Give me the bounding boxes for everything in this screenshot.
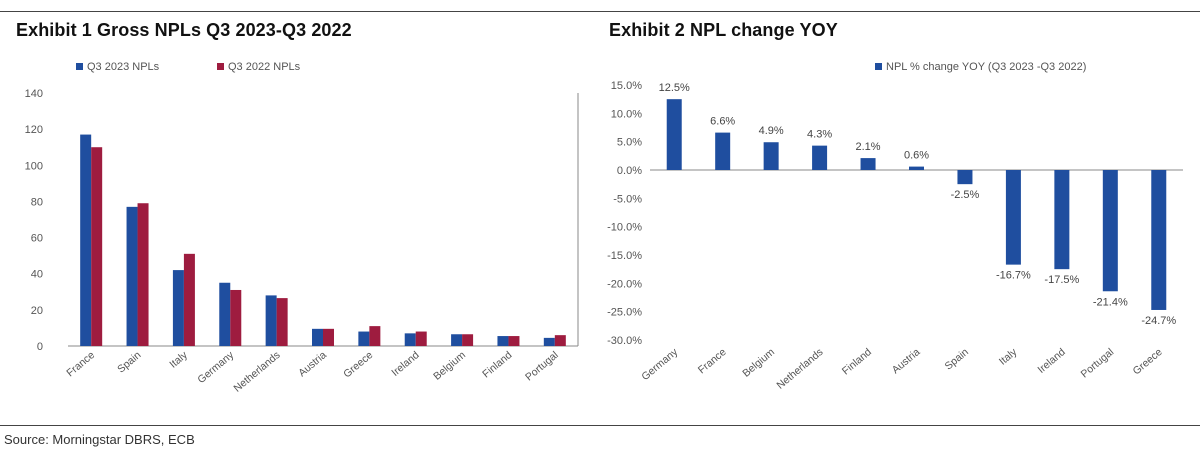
x-tick-label: France	[64, 349, 97, 379]
x-tick-label: Germany	[195, 349, 236, 386]
y-tick-label: 10.0%	[611, 108, 642, 120]
bar	[276, 298, 288, 346]
bar	[415, 331, 427, 346]
y-tick-label: 5.0%	[617, 137, 642, 149]
data-label: 4.9%	[759, 125, 784, 137]
x-tick-label: Austria	[890, 346, 923, 376]
bar	[1151, 170, 1167, 310]
x-tick-label: France	[696, 346, 729, 376]
x-tick-label: Belgium	[740, 346, 777, 380]
x-tick-label: Greece	[1131, 346, 1165, 377]
bar	[451, 334, 463, 346]
bar	[462, 334, 474, 346]
exhibit2-chart: 15.0% 10.0% 5.0% 0.0% -5.0% -10.0% -15.0% -20.0…	[607, 61, 1183, 392]
bar	[358, 331, 370, 346]
bar	[91, 147, 103, 346]
legend-swatch	[875, 63, 882, 70]
y-tick-label: 40	[31, 269, 43, 281]
bar	[369, 326, 381, 346]
bar	[265, 295, 277, 346]
y-tick-label: 100	[25, 160, 43, 172]
data-label: 2.1%	[856, 141, 881, 153]
data-label: -21.4%	[1093, 296, 1128, 308]
y-tick-label: -10.0%	[607, 222, 642, 234]
x-tick-label: Italy	[997, 346, 1020, 368]
bar	[508, 336, 520, 346]
x-tick-label: Germany	[639, 346, 680, 383]
data-label: -16.7%	[996, 270, 1031, 282]
legend-label: Q3 2022 NPLs	[228, 61, 301, 73]
data-label: -17.5%	[1044, 274, 1079, 286]
bar	[763, 142, 779, 170]
legend-swatch	[76, 63, 83, 70]
y-tick-label: 120	[25, 124, 43, 136]
bar	[909, 166, 924, 170]
y-tick-label: -30.0%	[607, 335, 642, 347]
bar	[312, 328, 323, 346]
bar	[812, 145, 828, 170]
x-tick-label: Netherlands	[774, 346, 825, 392]
data-label: 4.3%	[807, 129, 832, 141]
source-note: Source: Morningstar DBRS, ECB	[4, 432, 195, 447]
y-tick-label: 20	[31, 305, 43, 317]
x-tick-label: Spain	[115, 349, 143, 376]
y-tick-label: 60	[31, 233, 43, 245]
bar	[230, 289, 242, 346]
data-label: 0.6%	[904, 150, 929, 162]
y-tick-label: -25.0%	[607, 307, 642, 319]
bar	[1054, 170, 1070, 270]
data-label: 12.5%	[659, 82, 690, 94]
bottom-rule	[0, 425, 1200, 426]
bar	[497, 336, 509, 346]
x-tick-label: Finland	[480, 349, 514, 380]
y-tick-label: 80	[31, 196, 43, 208]
legend: NPL % change YOY (Q3 2023 -Q3 2022)	[875, 61, 1086, 73]
bar	[1005, 170, 1021, 265]
y-tick-label: -15.0%	[607, 250, 642, 262]
y-tick-label: -20.0%	[607, 278, 642, 290]
x-tick-label: Finland	[840, 346, 874, 377]
x-tick-label: Portugal	[1079, 346, 1117, 380]
bar	[666, 99, 682, 170]
bar	[172, 270, 184, 346]
bar	[554, 335, 566, 346]
data-label: -24.7%	[1141, 315, 1176, 327]
bar	[323, 328, 334, 346]
bar	[715, 132, 731, 170]
exhibit2-title: Exhibit 2 NPL change YOY	[609, 20, 838, 40]
x-tick-label: Belgium	[431, 349, 468, 383]
bar	[957, 170, 973, 185]
legend-swatch	[217, 63, 224, 70]
legend-label: NPL % change YOY (Q3 2023 -Q3 2022)	[886, 61, 1086, 73]
bar	[1102, 170, 1118, 292]
x-tick-label: Italy	[167, 349, 190, 371]
y-tick-label: 0.0%	[617, 165, 642, 177]
exhibit1-title: Exhibit 1 Gross NPLs Q3 2023-Q3 2022	[16, 20, 352, 40]
bar	[219, 282, 231, 346]
y-tick-label: 15.0%	[611, 80, 642, 92]
top-rule	[0, 11, 1200, 12]
x-tick-label: Greece	[341, 349, 375, 380]
exhibit1-chart: 0 20 40 60 80 100 120 140 Q3 2023 NPLs Q3 2022 NP…	[25, 61, 579, 395]
x-tick-label: Portugal	[523, 349, 561, 383]
legend: Q3 2023 NPLs Q3 2022 NPLs	[76, 61, 301, 73]
legend-label: Q3 2023 NPLs	[87, 61, 160, 73]
data-label: 6.6%	[710, 116, 735, 128]
bar	[860, 158, 876, 170]
bar	[137, 203, 149, 346]
x-tick-label: Spain	[943, 346, 971, 373]
bar	[80, 134, 92, 346]
bar	[126, 206, 138, 346]
x-tick-label: Ireland	[389, 349, 421, 379]
x-tick-label: Ireland	[1035, 346, 1067, 376]
y-tick-label: 140	[25, 88, 43, 100]
x-tick-label: Austria	[296, 349, 329, 379]
y-tick-label: -5.0%	[613, 193, 642, 205]
bar	[404, 333, 416, 346]
y-tick-label: 0	[37, 341, 43, 353]
data-label: -2.5%	[951, 189, 980, 201]
bar	[183, 253, 195, 346]
bar	[543, 337, 555, 346]
x-tick-label: Netherlands	[231, 349, 282, 395]
